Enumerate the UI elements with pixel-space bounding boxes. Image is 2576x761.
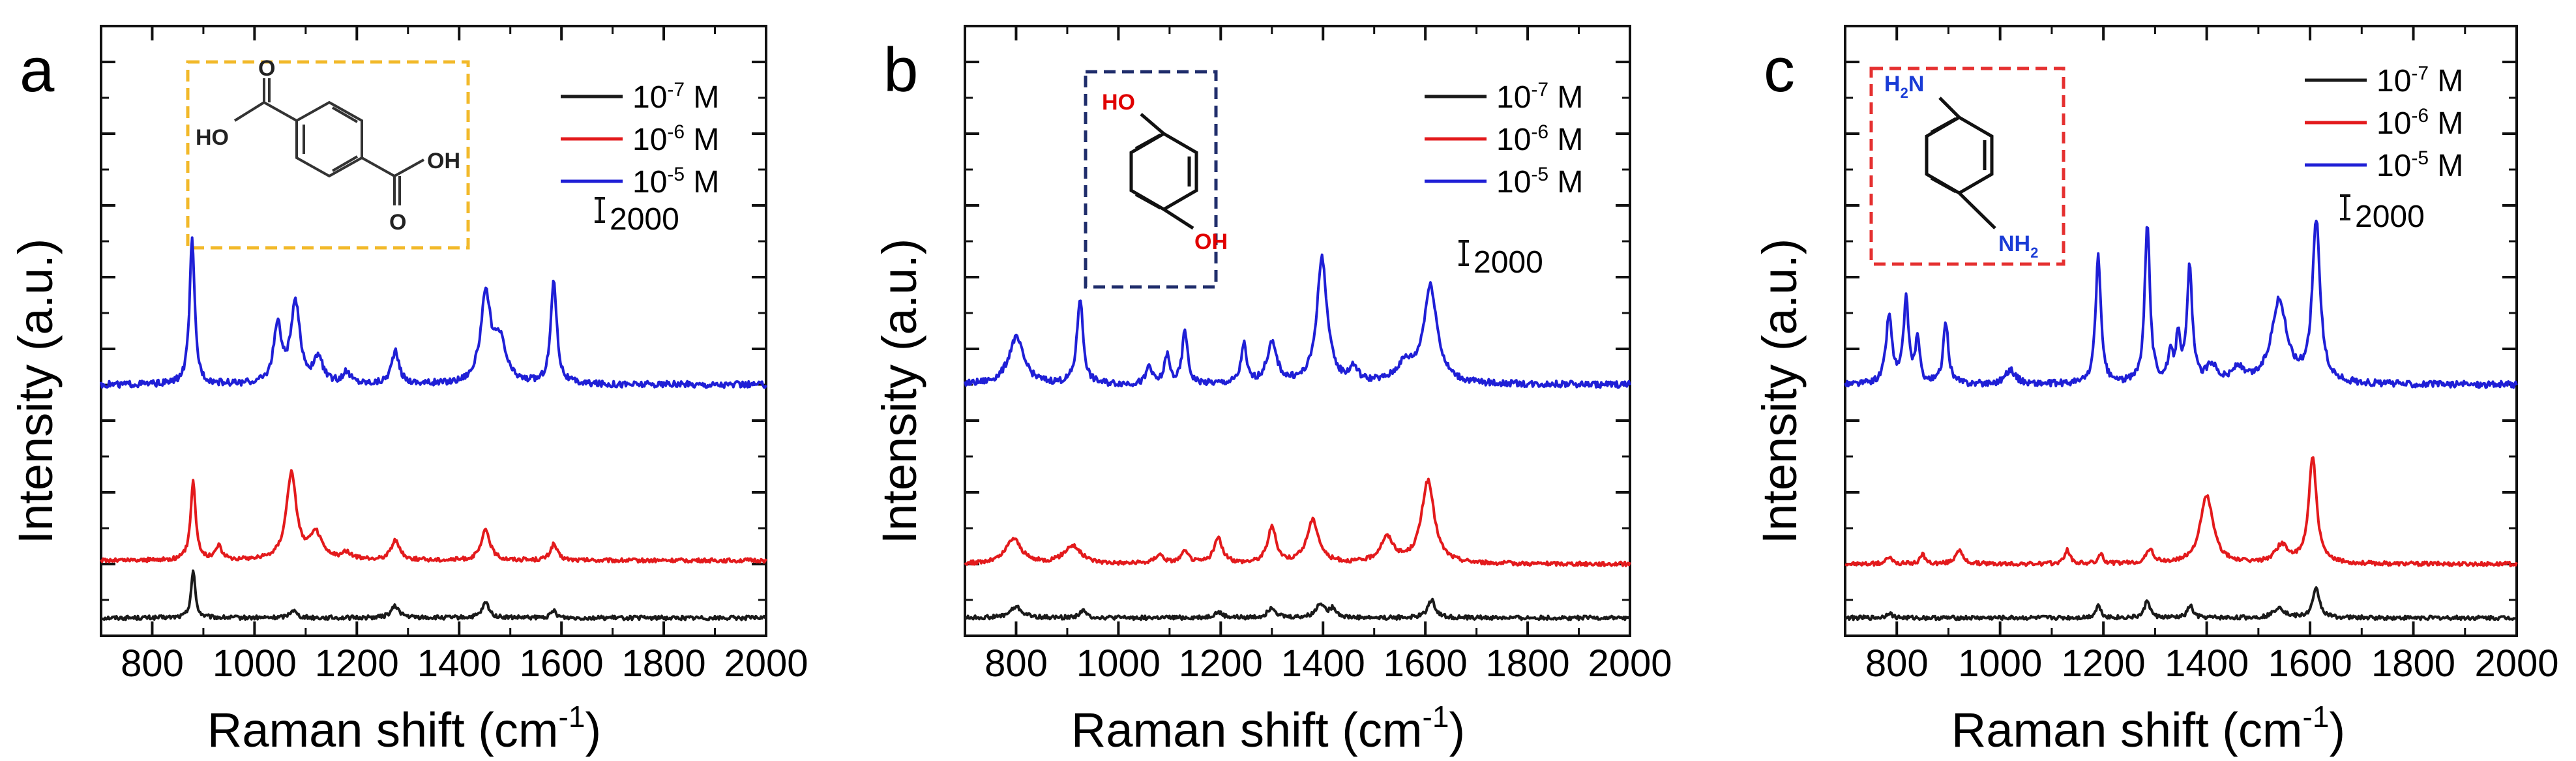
- x-tick-label: 2000: [2474, 642, 2558, 685]
- chem-label-oh: OH: [1194, 230, 1228, 254]
- bond: [1162, 207, 1194, 230]
- x-tick-label: 1400: [1281, 642, 1365, 685]
- panel-c-letter: c: [1764, 35, 1795, 105]
- inset-molecule-box: [1084, 70, 1218, 289]
- spectrum-line-10-5-M: [964, 253, 1631, 389]
- scale-bar-label: 2000: [610, 202, 679, 237]
- phenylenediamine-structure: [1925, 97, 1996, 230]
- panel-a: a Intensity (a.u.) Raman shift (cm-1) 10…: [8, 25, 808, 757]
- spectrum-line-10-6-M: [1844, 456, 2518, 567]
- ring-double-bond: [1134, 133, 1162, 151]
- legend-label-2: 10-6 M: [632, 121, 719, 157]
- x-tick-label: 1600: [2268, 642, 2352, 685]
- legend-label-2: 10-6 M: [1496, 121, 1583, 157]
- ring-double-bond: [331, 106, 359, 123]
- legend-label-3: 10-5 M: [2376, 147, 2463, 183]
- bond: [394, 158, 424, 177]
- x-tick-label: 800: [985, 642, 1048, 685]
- panel-b-ylabel: Intensity (a.u.): [872, 239, 926, 545]
- panel-b-legend: 10-7 M 10-6 M 10-5 M: [1496, 79, 1583, 200]
- scale-bar-label: 2000: [2355, 200, 2425, 234]
- chem-label-ho: HO: [1102, 90, 1135, 115]
- ring-double-bond: [1930, 117, 1957, 134]
- x-tick-label: 1000: [1958, 642, 2042, 685]
- legend-label-1: 10-7 M: [2376, 63, 2463, 98]
- spectrum-line-10-7-M: [100, 569, 767, 621]
- x-tick-label: 1400: [417, 642, 501, 685]
- bond: [361, 157, 395, 177]
- terephthalic-acid-labels: HO OH O O: [196, 56, 460, 235]
- legend-label-3: 10-5 M: [1496, 164, 1583, 200]
- inset-molecule-box: [1869, 67, 2065, 266]
- terephthalic-acid-structure: [233, 78, 424, 205]
- x-tick-label: 2000: [1588, 642, 1672, 685]
- x-tick-label: 1800: [1486, 642, 1570, 685]
- chem-label-o: O: [389, 210, 406, 235]
- x-tick-label: 800: [1865, 642, 1929, 685]
- spectrum-line-10-5-M: [100, 236, 767, 389]
- x-tick-label: 1000: [213, 642, 297, 685]
- x-tick-label: 1600: [520, 642, 604, 685]
- x-tick-label: 1800: [622, 642, 706, 685]
- panel-a-legend: 10-7 M 10-6 M 10-5 M: [632, 79, 719, 200]
- spectrum-line-10-6-M: [100, 469, 767, 564]
- panel-a-xlabel: Raman shift (cm-1): [207, 700, 601, 757]
- panel-b: b Intensity (a.u.) Raman shift (cm-1) 10…: [872, 25, 1672, 757]
- panel-b-letter: b: [883, 35, 918, 105]
- legend-label-2: 10-6 M: [2376, 105, 2463, 141]
- ring-double-bond: [331, 155, 359, 172]
- plot-frame: [964, 25, 1631, 637]
- chem-label-oh: OH: [427, 149, 460, 173]
- panel-b-xlabel: Raman shift (cm-1): [1071, 700, 1465, 757]
- chem-label-o: O: [258, 56, 275, 81]
- panel-c: c Intensity (a.u.) Raman shift (cm-1) 10…: [1753, 25, 2559, 757]
- spectrum-line-10-6-M: [964, 477, 1631, 567]
- plot-frame: [100, 25, 767, 637]
- legend-label-1: 10-7 M: [1496, 79, 1583, 115]
- chem-label-h2n: H2N: [1884, 72, 1924, 101]
- x-tick-label: 1000: [1076, 642, 1161, 685]
- hydroquinone-structure: [1129, 113, 1198, 230]
- x-tick-label: 1800: [2371, 642, 2455, 685]
- phenylenediamine-labels: H2N NH2: [1884, 72, 2038, 261]
- x-tick-label: 1600: [1384, 642, 1468, 685]
- x-tick-label: 800: [121, 642, 184, 685]
- spectrum-line-10-7-M: [1844, 586, 2517, 621]
- panel-a-letter: a: [20, 35, 55, 105]
- panel-a-ylabel: Intensity (a.u.): [8, 239, 63, 545]
- panel-c-legend: 10-7 M 10-6 M 10-5 M: [2376, 63, 2463, 183]
- x-tick-label: 2000: [724, 642, 808, 685]
- scale-bar-label: 2000: [1473, 245, 1543, 280]
- spectrum-line-10-5-M: [1844, 219, 2518, 389]
- bond: [233, 101, 265, 122]
- spectrum-line-10-7-M: [964, 597, 1631, 621]
- bond: [1958, 192, 1996, 230]
- panel-c-ylabel: Intensity (a.u.): [1753, 239, 1807, 545]
- ring-double-bond: [1134, 192, 1162, 210]
- inset-molecule-box: [186, 60, 470, 250]
- chem-label-ho: HO: [196, 125, 229, 150]
- legend-label-1: 10-7 M: [632, 79, 719, 115]
- panel-c-xlabel: Raman shift (cm-1): [1951, 700, 2345, 757]
- ring-double-bond: [1930, 176, 1957, 194]
- legend-label-3: 10-5 M: [632, 164, 719, 200]
- x-tick-label: 1400: [2165, 642, 2249, 685]
- x-tick-label: 1200: [315, 642, 399, 685]
- bond: [1938, 97, 1961, 119]
- x-tick-label: 1200: [1179, 642, 1263, 685]
- hydroquinone-labels: HO OH: [1102, 90, 1228, 254]
- x-tick-label: 1200: [2062, 642, 2146, 685]
- bond: [263, 101, 297, 122]
- plot-frame: [1844, 25, 2518, 637]
- chem-label-nh2: NH2: [1998, 231, 2038, 261]
- bond: [1140, 113, 1165, 135]
